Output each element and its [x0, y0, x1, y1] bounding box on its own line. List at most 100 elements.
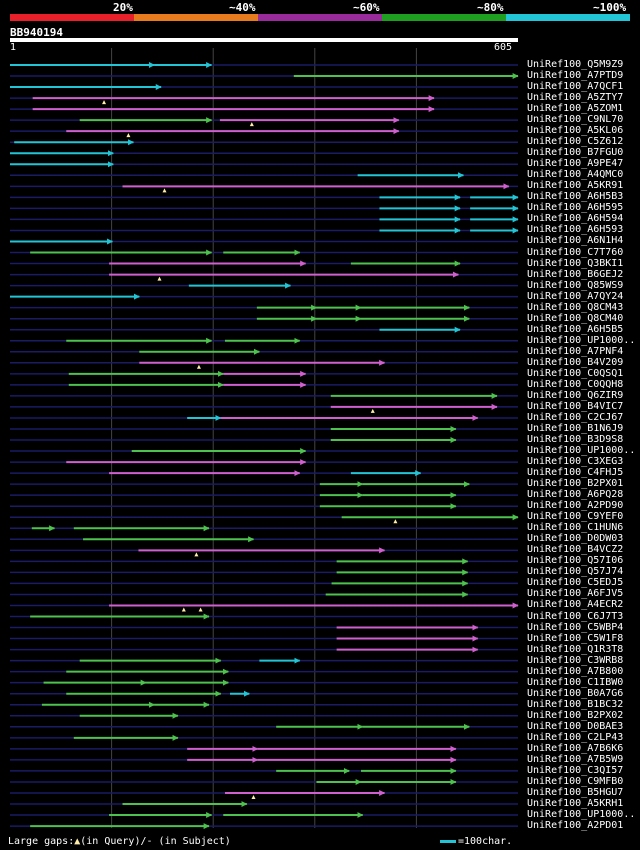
query-gap-marker	[102, 100, 107, 105]
hit-label[interactable]: UniRef100_A6FJV5	[527, 588, 624, 600]
hit-label[interactable]: UniRef100_C0QQH8	[527, 378, 624, 390]
hit-label[interactable]: UniRef100_A5KL06	[527, 125, 624, 137]
hit-label[interactable]: UniRef100_A6H5B5	[527, 323, 624, 335]
hit-label[interactable]: UniRef100_UP1000..	[527, 334, 636, 346]
hit-label[interactable]: UniRef100_C1HUN6	[527, 522, 624, 534]
query-gap-marker	[181, 607, 186, 612]
hit-label[interactable]: UniRef100_C2CJ67	[527, 411, 624, 423]
query-gap-marker	[157, 276, 162, 281]
hit-label[interactable]: UniRef100_A7B6K6	[527, 742, 624, 754]
hit-row	[10, 403, 518, 413]
query-start-label: 1	[10, 42, 17, 53]
scale-segment-2	[134, 14, 258, 21]
hit-label[interactable]: UniRef100_Q5M9Z9	[527, 59, 624, 70]
scale-label-100: ~100%	[593, 1, 627, 14]
hit-label[interactable]: UniRef100_A6H5B3	[527, 191, 624, 203]
hit-label[interactable]: UniRef100_A5ZOM1	[527, 103, 624, 115]
hit-label[interactable]: UniRef100_B5HGU7	[527, 786, 624, 798]
hit-label[interactable]: UniRef100_B1BC32	[527, 698, 624, 710]
hit-label[interactable]: UniRef100_Q3BKI1	[527, 257, 624, 269]
subject-gap-symbol: -	[146, 836, 153, 847]
hit-label[interactable]: UniRef100_B2PX01	[527, 478, 624, 490]
hit-label[interactable]: UniRef100_C1IBW0	[527, 676, 624, 688]
hit-label[interactable]: UniRef100_C9YEF0	[527, 511, 624, 523]
scale-label-60: ~60%	[353, 1, 380, 14]
hit-label[interactable]: UniRef100_D0BAE3	[527, 720, 624, 732]
hit-row	[10, 359, 518, 369]
hit-label[interactable]: UniRef100_C5Z612	[527, 136, 624, 148]
hit-label[interactable]: UniRef100_C5W1F8	[527, 632, 624, 644]
hit-label[interactable]: UniRef100_A5ZTY7	[527, 92, 624, 104]
hit-label[interactable]: UniRef100_UP1000..	[527, 445, 636, 457]
hit-label[interactable]: UniRef100_D0DW03	[527, 533, 624, 545]
large-gaps-label: Large gaps:	[8, 836, 75, 847]
hit-label[interactable]: UniRef100_B0A7G6	[527, 687, 624, 699]
hit-label[interactable]: UniRef100_B3D9S8	[527, 434, 624, 446]
hit-label[interactable]: UniRef100_C4FHJ5	[527, 467, 624, 479]
hit-label[interactable]: UniRef100_B1N6J9	[527, 422, 624, 434]
hit-label[interactable]: UniRef100_B6GEJ2	[527, 268, 624, 280]
hit-label[interactable]: UniRef100_C9NL70	[527, 114, 624, 126]
hit-label[interactable]: UniRef100_A2PD01	[527, 820, 624, 832]
hit-label[interactable]: UniRef100_A4QMC0	[527, 169, 624, 181]
hit-label[interactable]: UniRef100_A7QCF1	[527, 81, 624, 93]
scale-segment-4	[382, 14, 506, 21]
hit-label[interactable]: UniRef100_A5KR91	[527, 180, 624, 192]
query-gap-marker	[126, 133, 131, 138]
hit-label[interactable]: UniRef100_Q8CM40	[527, 312, 624, 324]
query-gap-marker	[249, 122, 254, 127]
hit-row	[10, 789, 518, 799]
hit-label[interactable]: UniRef100_A9PE47	[527, 158, 624, 170]
hit-row	[10, 547, 518, 557]
hit-label[interactable]: UniRef100_A6H593	[527, 224, 624, 236]
hit-label[interactable]: UniRef100_Q57I06	[527, 555, 624, 567]
hit-label[interactable]: UniRef100_A5KRH1	[527, 798, 624, 809]
hit-label[interactable]: UniRef100_A7B5W9	[527, 753, 624, 765]
hit-label[interactable]: UniRef100_A6H594	[527, 213, 624, 225]
hit-label[interactable]: UniRef100_B4V209	[527, 356, 624, 368]
scale-legend-bar	[440, 839, 456, 843]
hit-label[interactable]: UniRef100_Q57J74	[527, 566, 624, 578]
query-gap-marker	[251, 794, 256, 799]
hit-label[interactable]: UniRef100_A6N1H4	[527, 235, 624, 247]
hit-label[interactable]: UniRef100_A4ECR2	[527, 599, 624, 611]
hit-label[interactable]: UniRef100_A6PQ28	[527, 489, 624, 501]
hit-label[interactable]: UniRef100_C5WBP4	[527, 621, 624, 633]
hit-row	[10, 271, 518, 281]
scale-label-20: 20%	[113, 1, 133, 14]
hit-label[interactable]: UniRef100_C0QSQ1	[527, 367, 624, 379]
hit-label[interactable]: UniRef100_C9MFB0	[527, 775, 624, 787]
hit-label[interactable]: UniRef100_C3QI57	[527, 764, 624, 776]
query-end-label: 605	[494, 42, 513, 53]
hit-label[interactable]: UniRef100_Q8CM43	[527, 301, 624, 313]
hit-label[interactable]: UniRef100_C5EDJ5	[527, 577, 624, 589]
query-id: BB940194	[10, 26, 63, 39]
hit-label[interactable]: UniRef100_C3WRB8	[527, 654, 624, 666]
scale-segment-3	[258, 14, 382, 21]
hit-label[interactable]: UniRef100_Q1R3T8	[527, 643, 624, 655]
hit-row	[10, 117, 518, 127]
hit-label[interactable]: UniRef100_Q6ZIR9	[527, 389, 624, 401]
hit-label[interactable]: UniRef100_B2PX02	[527, 709, 624, 721]
hit-label[interactable]: UniRef100_A6H595	[527, 202, 624, 214]
hit-label[interactable]: UniRef100_A7PTD9	[527, 70, 624, 82]
hit-label[interactable]: UniRef100_C3XEG3	[527, 456, 624, 468]
hit-label[interactable]: UniRef100_B4VCZ2	[527, 544, 624, 556]
query-gap-marker	[393, 519, 398, 524]
hit-row	[10, 602, 519, 612]
footer-legend-gaps: Large gaps:▲(in Query)/- (in Subject)	[8, 836, 231, 847]
hit-label[interactable]: UniRef100_B4VIC7	[527, 400, 624, 412]
hit-label[interactable]: UniRef100_C2LP43	[527, 731, 624, 743]
scale-segment-1	[10, 14, 134, 21]
hit-label[interactable]: UniRef100_A7B800	[527, 665, 624, 677]
hit-label[interactable]: UniRef100_A2PD90	[527, 500, 624, 512]
hit-label[interactable]: UniRef100_B7FGU0	[527, 147, 624, 159]
hit-label[interactable]: UniRef100_A7PNF4	[527, 345, 624, 357]
hit-row	[10, 128, 518, 138]
hit-label[interactable]: UniRef100_UP1000..	[527, 809, 636, 821]
hit-label[interactable]: UniRef100_C7T760	[527, 246, 624, 258]
hit-label[interactable]: UniRef100_A7QY24	[527, 290, 624, 302]
hit-label[interactable]: UniRef100_Q85WS9	[527, 279, 624, 291]
hit-label[interactable]: UniRef100_C6J7T3	[527, 610, 624, 622]
